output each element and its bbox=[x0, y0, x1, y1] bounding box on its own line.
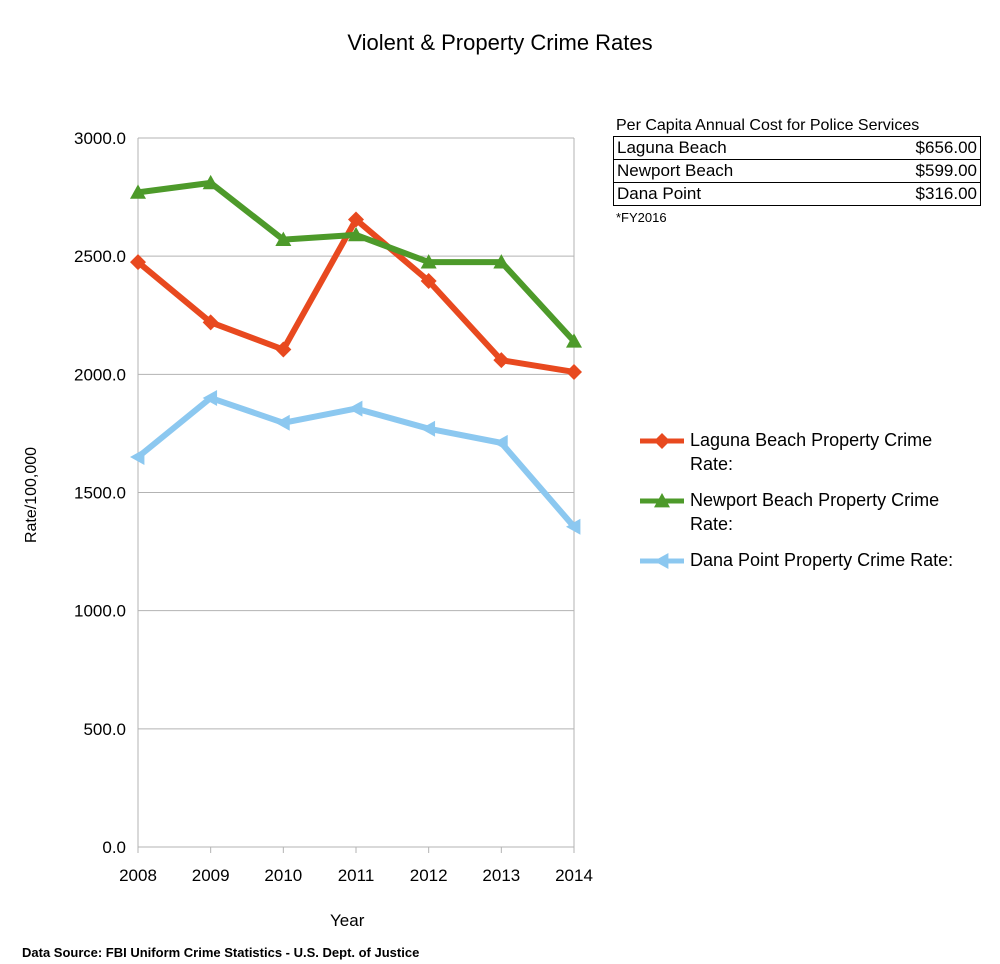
x-tick-label: 2011 bbox=[338, 866, 375, 885]
cost-row: Laguna Beach $656.00 bbox=[614, 137, 980, 159]
x-tick-label: 2012 bbox=[410, 866, 448, 885]
cost-row-label: Dana Point bbox=[617, 184, 702, 203]
data-point bbox=[493, 352, 510, 369]
x-tick-label: 2009 bbox=[192, 866, 230, 885]
data-point bbox=[420, 272, 437, 289]
data-point bbox=[566, 518, 581, 535]
data-point bbox=[130, 184, 146, 199]
cost-row-value: $599.00 bbox=[915, 161, 977, 180]
cost-table-note: *FY2016 bbox=[616, 210, 667, 225]
legend-swatch bbox=[640, 493, 684, 508]
data-point bbox=[493, 254, 510, 269]
series-line bbox=[135, 394, 577, 530]
data-point bbox=[420, 254, 437, 269]
cost-row: Newport Beach $599.00 bbox=[614, 159, 980, 182]
axes: 0.0 500.0 1000.0 1500.0 2000.0 2500.0 3000.0 20… bbox=[74, 129, 593, 885]
cost-row-value: $316.00 bbox=[915, 184, 977, 203]
legend-item-laguna: Laguna Beach Property Crime Rate: bbox=[638, 428, 978, 476]
legend-label: Laguna Beach Property Crime Rate: bbox=[690, 430, 933, 474]
x-tick-label: 2010 bbox=[264, 866, 302, 885]
series-0 bbox=[130, 211, 582, 380]
police-cost-table: Per Capita Annual Cost for Police Servic… bbox=[613, 116, 981, 225]
legend-marker bbox=[654, 433, 670, 449]
cost-table-heading: Per Capita Annual Cost for Police Servic… bbox=[616, 117, 920, 134]
x-axis-label: Year bbox=[330, 911, 365, 930]
legend-marker bbox=[654, 493, 670, 508]
chart-title: Violent & Property Crime Rates bbox=[347, 30, 653, 55]
data-point bbox=[493, 434, 508, 451]
cost-row-label: Laguna Beach bbox=[617, 138, 727, 157]
data-point bbox=[130, 254, 146, 271]
data-point bbox=[202, 389, 218, 406]
data-point bbox=[275, 414, 290, 431]
data-point bbox=[348, 226, 364, 242]
series-1 bbox=[130, 174, 582, 348]
y-tick-label: 2000.0 bbox=[74, 365, 126, 384]
x-tick-label: 2013 bbox=[482, 866, 520, 885]
legend-label: Dana Point Property Crime Rate: bbox=[690, 550, 954, 570]
y-tick-label: 1500.0 bbox=[74, 484, 126, 503]
data-point bbox=[275, 231, 292, 247]
legend: Laguna Beach Property Crime Rate: Newpor… bbox=[638, 428, 978, 586]
data-point bbox=[348, 400, 363, 417]
data-point bbox=[566, 333, 582, 348]
data-point bbox=[202, 314, 219, 331]
data-source-note: Data Source: FBI Uniform Crime Statistic… bbox=[22, 945, 420, 960]
series-2 bbox=[130, 389, 581, 535]
y-tick-label: 1000.0 bbox=[74, 602, 126, 621]
cost-row-value: $656.00 bbox=[915, 138, 977, 157]
legend-swatch bbox=[640, 433, 684, 449]
grid-lines bbox=[138, 137, 574, 848]
legend-item-newport: Newport Beach Property Crime Rate: bbox=[638, 488, 978, 536]
y-tick-label: 500.0 bbox=[83, 720, 126, 739]
legend-item-dana: Dana Point Property Crime Rate: bbox=[638, 548, 978, 574]
x-tick-label: 2014 bbox=[555, 866, 593, 885]
y-tick-label: 3000.0 bbox=[74, 129, 126, 148]
y-tick-label: 0.0 bbox=[102, 838, 126, 857]
data-point bbox=[202, 174, 219, 190]
legend-marker bbox=[654, 553, 669, 569]
data-point bbox=[130, 449, 145, 466]
data-point bbox=[348, 211, 364, 228]
series-lines bbox=[130, 174, 582, 535]
data-point bbox=[420, 420, 436, 437]
data-point bbox=[566, 363, 582, 380]
legend-label: Newport Beach Property Crime Rate: bbox=[690, 490, 940, 534]
cost-row: Dana Point $316.00 bbox=[614, 182, 980, 205]
data-point bbox=[275, 341, 292, 358]
legend-swatch bbox=[640, 553, 684, 569]
x-tick-label: 2008 bbox=[119, 866, 157, 885]
y-axis-label: Rate/100,000 bbox=[23, 446, 40, 544]
cost-table-body: Laguna Beach $656.00 Newport Beach $599.… bbox=[613, 136, 981, 206]
y-tick-label: 2500.0 bbox=[74, 247, 126, 266]
series-line bbox=[135, 216, 577, 375]
cost-row-label: Newport Beach bbox=[617, 161, 734, 180]
